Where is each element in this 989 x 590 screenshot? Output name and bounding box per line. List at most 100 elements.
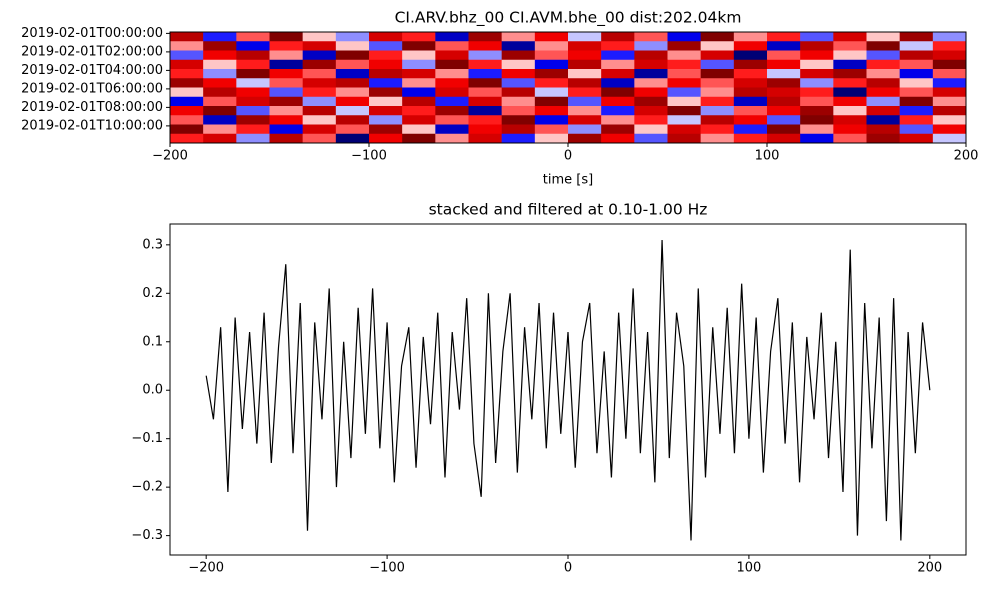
- y-tick-label: 2019-02-01T08:00:00: [21, 100, 163, 115]
- heatmap-cell: [435, 41, 469, 51]
- heatmap-cell: [170, 59, 204, 70]
- heatmap-cell: [733, 41, 768, 51]
- heatmap-cell: [733, 59, 768, 70]
- heatmap-cell: [800, 78, 834, 88]
- heatmap-cell: [203, 87, 237, 98]
- heatmap-cell: [932, 78, 967, 88]
- heatmap-cell: [501, 124, 536, 135]
- heatmap-cell: [767, 106, 801, 116]
- heatmap-cell: [833, 32, 867, 42]
- heatmap-cell: [203, 41, 237, 51]
- heatmap-cell: [468, 106, 502, 116]
- heatmap-cell: [800, 69, 834, 79]
- x-tick-label: 0: [564, 561, 572, 576]
- heatmap-cell: [369, 87, 403, 98]
- heatmap-cell: [899, 50, 934, 61]
- heatmap-cell: [269, 69, 303, 79]
- heatmap-cell: [700, 32, 735, 42]
- heatmap-cell: [733, 106, 768, 116]
- heatmap-cell: [601, 32, 635, 42]
- heatmap-cell: [236, 59, 270, 70]
- heatmap-cell: [601, 50, 635, 61]
- heatmap-cell: [170, 124, 204, 135]
- heatmap-cell: [170, 69, 204, 79]
- heatmap-cell: [767, 115, 801, 125]
- heatmap-cell: [269, 115, 303, 125]
- heatmap-cell: [634, 78, 668, 88]
- line-frame: [169, 223, 967, 556]
- heatmap-cell: [435, 115, 469, 125]
- heatmap-cell: [767, 41, 801, 51]
- heatmap-cell: [899, 115, 934, 125]
- heatmap-cell: [435, 59, 469, 70]
- heatmap-cell: [236, 69, 270, 79]
- line-axes: −0.3 −0.2 −0.1 0.0 0.1 0.2 0.3 −200 −100 0 100 200: [131, 237, 942, 575]
- heatmap-cell: [435, 32, 469, 42]
- heatmap-cell: [767, 96, 801, 107]
- heatmap-cell: [833, 96, 867, 107]
- heatmap-cell: [899, 96, 934, 107]
- heatmap-cell: [534, 50, 569, 61]
- heatmap-cell: [435, 96, 469, 107]
- heatmap-cell: [800, 96, 834, 107]
- heatmap-cell: [601, 96, 635, 107]
- heatmap-cell: [501, 69, 536, 79]
- heatmap-cell: [767, 69, 801, 79]
- heatmap-cell: [170, 96, 204, 107]
- heatmap-cell: [203, 69, 237, 79]
- heatmap-cell: [667, 124, 701, 135]
- heatmap-title: CI.ARV.bhz_00 CI.AVM.bhe_00 dist:202.04k…: [395, 9, 742, 28]
- x-tick-label: −200: [152, 149, 188, 164]
- heatmap-cell: [501, 50, 536, 61]
- heatmap-cell: [468, 115, 502, 125]
- heatmap-cell: [932, 41, 967, 51]
- heatmap-cell: [534, 32, 569, 42]
- heatmap-cell: [634, 96, 668, 107]
- heatmap-cell: [700, 50, 735, 61]
- heatmap-cell: [534, 41, 569, 51]
- heatmap-cell: [435, 78, 469, 88]
- heatmap-cell: [402, 115, 436, 125]
- heatmap-cell: [335, 69, 370, 79]
- heatmap-cell: [899, 41, 934, 51]
- heatmap-cell: [866, 115, 900, 125]
- heatmap-cell: [568, 115, 602, 125]
- heatmap-cell: [601, 69, 635, 79]
- heatmap-cell: [269, 50, 303, 61]
- heatmap-cell: [899, 106, 934, 116]
- heatmap-cell: [402, 106, 436, 116]
- heatmap-cell: [866, 124, 900, 135]
- heatmap-cell: [800, 41, 834, 51]
- heatmap-cell: [335, 133, 370, 144]
- heatmap-cell: [369, 106, 403, 116]
- heatmap-cell: [435, 87, 469, 98]
- heatmap-cell: [800, 87, 834, 98]
- heatmap-cell: [203, 133, 237, 144]
- heatmap-cell: [468, 50, 502, 61]
- heatmap-cell: [236, 106, 270, 116]
- heatmap-cell: [468, 59, 502, 70]
- heatmap-cell: [335, 78, 370, 88]
- heatmap-cell: [733, 115, 768, 125]
- heatmap-cell: [568, 96, 602, 107]
- heatmap-cell: [236, 96, 270, 107]
- y-tick-label: −0.1: [131, 431, 163, 446]
- heatmap-cell: [435, 106, 469, 116]
- heatmap-cell: [534, 87, 569, 98]
- x-tick-label: −100: [351, 149, 387, 164]
- y-tick-label: 2019-02-01T04:00:00: [21, 63, 163, 78]
- heatmap-cell: [634, 59, 668, 70]
- heatmap-cell: [435, 69, 469, 79]
- heatmap-cell: [369, 133, 403, 144]
- heatmap-cell: [866, 87, 900, 98]
- heatmap-cell: [534, 124, 569, 135]
- heatmap-cell: [402, 59, 436, 70]
- heatmap-cell: [402, 87, 436, 98]
- heatmap-cell: [402, 41, 436, 51]
- heatmap-cell: [369, 32, 403, 42]
- heatmap-cell: [534, 69, 569, 79]
- heatmap-cell: [700, 124, 735, 135]
- heatmap-cell: [302, 41, 337, 51]
- y-tick-label: 2019-02-01T02:00:00: [21, 44, 163, 59]
- x-axis-label: time [s]: [543, 173, 593, 188]
